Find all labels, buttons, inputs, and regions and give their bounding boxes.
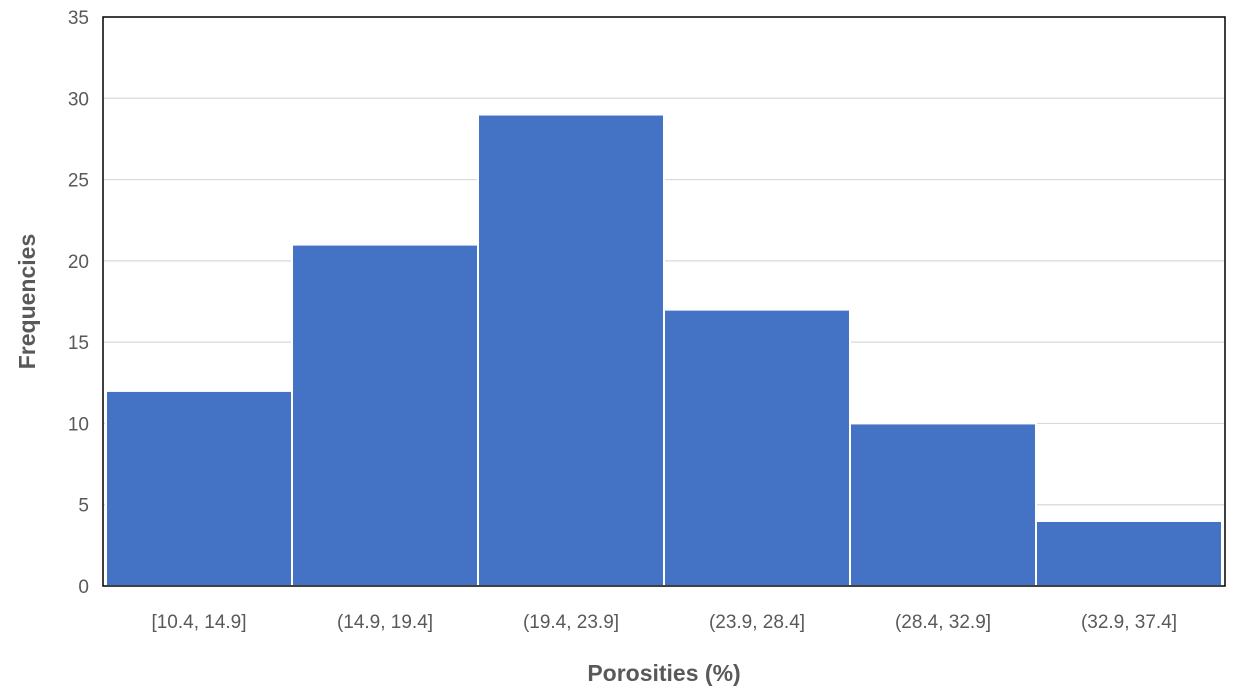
y-tick-label: 20 (68, 252, 89, 273)
x-tick-label: (23.9, 28.4] (709, 612, 805, 633)
bars (105, 113, 1223, 588)
y-tick-label: 30 (68, 89, 89, 110)
x-tick-label: (28.4, 32.9] (895, 612, 991, 633)
y-tick-label: 0 (78, 577, 89, 598)
y-axis-ticks: 0 5 10 15 20 25 30 35 (68, 8, 89, 598)
y-tick-label: 25 (68, 171, 89, 192)
x-tick-label: [10.4, 14.9] (151, 612, 246, 633)
bar (291, 243, 479, 587)
y-axis-title: Frequencies (14, 234, 40, 370)
bar (477, 113, 665, 588)
x-tick-label: (19.4, 23.9] (523, 612, 619, 633)
y-tick-label: 35 (68, 8, 89, 29)
bar (849, 422, 1037, 587)
x-axis-title: Porosities (%) (587, 660, 740, 686)
bar (663, 308, 851, 587)
plot-frame (102, 16, 1226, 587)
x-tick-label: (32.9, 37.4] (1081, 612, 1177, 633)
bar (105, 389, 293, 587)
x-tick-label: (14.9, 19.4] (337, 612, 433, 633)
y-tick-label: 5 (78, 496, 89, 517)
y-tick-label: 10 (68, 414, 89, 435)
x-axis-ticks: [10.4, 14.9] (14.9, 19.4] (19.4, 23.9] (23.… (151, 612, 1177, 633)
bar (1035, 519, 1223, 588)
y-tick-label: 15 (68, 333, 89, 354)
